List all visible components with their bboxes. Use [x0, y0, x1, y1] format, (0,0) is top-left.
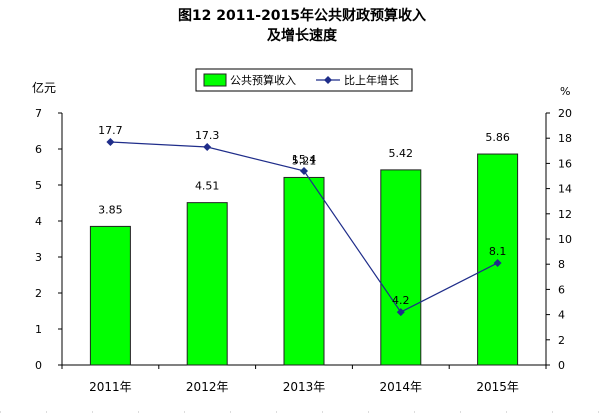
- left-axis-tick-label: 5: [35, 179, 42, 192]
- x-axis-category-label: 2013年: [283, 380, 326, 394]
- x-axis-category-label: 2014年: [380, 380, 423, 394]
- growth-value-label: 17.7: [98, 124, 123, 137]
- x-axis-category-label: 2012年: [186, 380, 229, 394]
- right-axis-tick-label: 16: [558, 157, 572, 170]
- bar-value-label: 5.42: [389, 147, 414, 160]
- bar: [186, 202, 228, 366]
- left-axis-tick-label: 3: [35, 251, 42, 264]
- bar-value-label: 5.86: [485, 131, 510, 144]
- right-axis-tick-label: 2: [558, 334, 565, 347]
- right-axis-tick-label: 10: [558, 233, 572, 246]
- left-axis-tick-label: 2: [35, 287, 42, 300]
- legend-box: [195, 68, 413, 92]
- legend-line-label: 比上年增长: [344, 73, 399, 87]
- legend-line-marker: [324, 76, 332, 84]
- right-axis-tick-label: 6: [558, 283, 565, 296]
- left-axis-tick-label: 4: [35, 215, 42, 228]
- legend-bar-label: 公共预算收入: [230, 73, 296, 87]
- right-axis-tick-label: 12: [558, 208, 572, 221]
- bar: [89, 225, 131, 366]
- bar-value-label: 5.21: [292, 154, 317, 167]
- growth-point: [300, 166, 308, 175]
- bar: [380, 169, 422, 366]
- bar-value-label: 4.51: [195, 180, 220, 193]
- left-axis-unit: 亿元: [32, 80, 56, 95]
- growth-point: [203, 143, 212, 152]
- right-axis-tick-label: 0: [558, 359, 565, 372]
- right-axis-unit: %: [560, 85, 570, 98]
- right-axis-tick-label: 20: [558, 107, 572, 120]
- chart-title: 图12 2011-2015年公共财政预算收入 及增长速度: [0, 6, 604, 46]
- right-axis-tick-label: 14: [558, 183, 572, 196]
- right-axis-tick-label: 18: [558, 132, 572, 145]
- growth-value-label: 15.4: [292, 153, 317, 166]
- chart-title-line2: 及增长速度: [267, 28, 337, 44]
- right-axis-tick-label: 4: [558, 309, 565, 322]
- legend-bar-swatch: [203, 73, 227, 87]
- left-axis-tick-label: 1: [35, 323, 42, 336]
- x-axis-category-label: 2015年: [476, 380, 519, 394]
- left-axis-tick-label: 7: [35, 107, 42, 120]
- growth-point: [396, 308, 405, 317]
- growth-point: [106, 137, 115, 146]
- chart-title-line1: 图12 2011-2015年公共财政预算收入: [177, 8, 427, 24]
- growth-value-label: 8.1: [489, 245, 507, 258]
- growth-point: [493, 258, 502, 267]
- right-axis-tick-label: 8: [558, 258, 565, 271]
- bar-value-label: 3.85: [98, 203, 123, 216]
- left-axis-tick-label: 6: [35, 143, 42, 156]
- left-axis-tick-label: 0: [35, 359, 42, 372]
- x-axis-category-label: 2011年: [89, 380, 132, 394]
- bar: [283, 176, 325, 366]
- growth-value-label: 4.2: [392, 294, 410, 307]
- growth-value-label: 17.3: [195, 129, 220, 142]
